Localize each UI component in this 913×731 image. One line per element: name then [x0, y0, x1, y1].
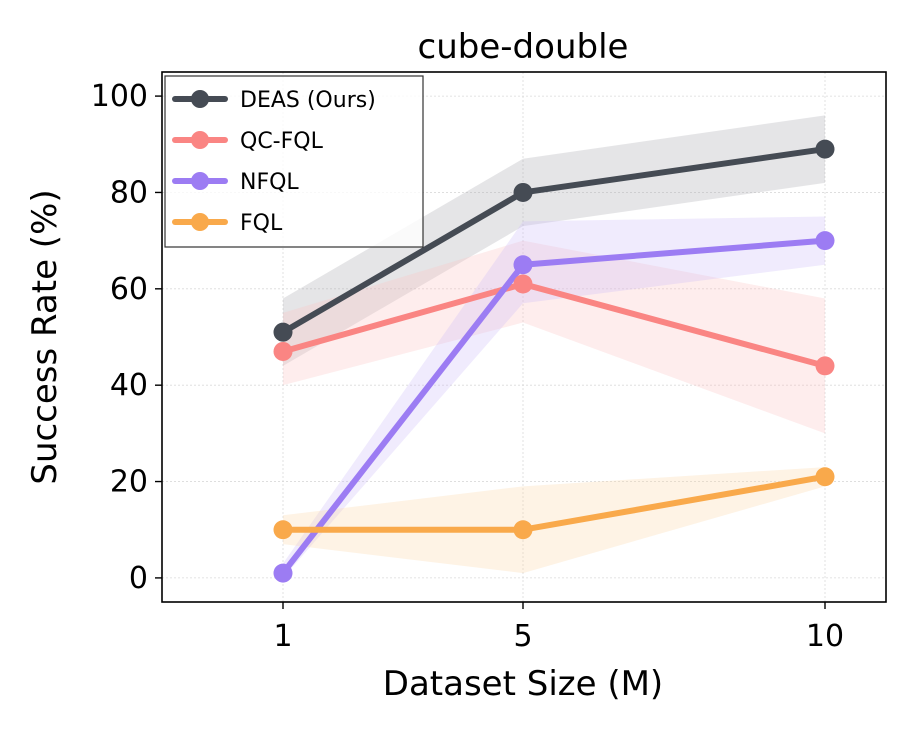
data-point — [513, 255, 533, 275]
legend-label: FQL — [240, 211, 283, 236]
series-points — [273, 139, 835, 583]
data-point — [513, 274, 533, 294]
y-axis-label: Success Rate (%) — [25, 189, 65, 484]
confidence-band — [283, 115, 825, 366]
data-point — [273, 322, 293, 342]
confidence-band — [283, 467, 825, 574]
legend-marker — [191, 172, 209, 190]
y-tick-label: 40 — [110, 368, 148, 403]
legend-marker — [191, 213, 209, 231]
data-point — [815, 467, 835, 487]
plot-frame — [161, 71, 887, 603]
x-axis-label: Dataset Size (M) — [383, 664, 663, 704]
x-tick-label: 10 — [806, 619, 844, 654]
axis-ticks: 0 20 40 60 80 100 1 5 10 — [91, 79, 844, 654]
x-tick-label: 1 — [273, 619, 292, 654]
y-tick-label: 0 — [129, 561, 148, 596]
y-tick-label: 100 — [91, 79, 148, 114]
data-point — [273, 341, 293, 361]
legend-marker — [191, 131, 209, 149]
legend: DEAS (Ours) QC-FQL NFQL FQL — [164, 75, 424, 248]
legend-label: NFQL — [240, 170, 299, 195]
data-point — [513, 182, 533, 202]
data-point — [815, 139, 835, 159]
confidence-band — [283, 216, 825, 578]
legend-label: QC-FQL — [240, 129, 324, 154]
data-point — [273, 520, 293, 540]
legend-marker — [191, 90, 209, 108]
confidence-band — [283, 240, 825, 434]
y-tick-label: 60 — [110, 272, 148, 307]
x-tick-label: 5 — [513, 619, 532, 654]
confidence-bands — [283, 115, 825, 578]
y-tick-label: 80 — [110, 175, 148, 210]
data-point — [273, 563, 293, 583]
data-point — [513, 520, 533, 540]
legend-label: DEAS (Ours) — [240, 88, 376, 113]
chart-title: cube-double — [418, 27, 629, 67]
data-point — [815, 356, 835, 376]
y-tick-label: 20 — [110, 465, 148, 500]
data-point — [815, 231, 835, 251]
